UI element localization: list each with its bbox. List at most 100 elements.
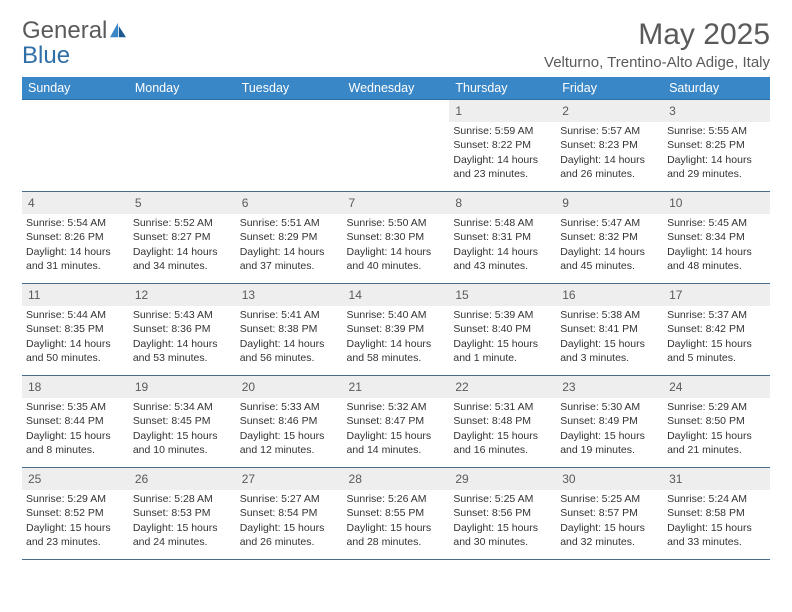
day-details: Sunrise: 5:40 AMSunset: 8:39 PMDaylight:… bbox=[343, 306, 450, 368]
calendar-cell: 29Sunrise: 5:25 AMSunset: 8:56 PMDayligh… bbox=[449, 468, 556, 560]
day-details: Sunrise: 5:52 AMSunset: 8:27 PMDaylight:… bbox=[129, 214, 236, 276]
calendar-cell: 31Sunrise: 5:24 AMSunset: 8:58 PMDayligh… bbox=[663, 468, 770, 560]
calendar-cell: 21Sunrise: 5:32 AMSunset: 8:47 PMDayligh… bbox=[343, 376, 450, 468]
sunset-line: Sunset: 8:45 PM bbox=[133, 414, 232, 428]
daylight-line: Daylight: 15 hours and 33 minutes. bbox=[667, 521, 766, 549]
daylight-line: Daylight: 14 hours and 58 minutes. bbox=[347, 337, 446, 365]
daylight-line: Daylight: 14 hours and 31 minutes. bbox=[26, 245, 125, 273]
day-details: Sunrise: 5:54 AMSunset: 8:26 PMDaylight:… bbox=[22, 214, 129, 276]
day-details: Sunrise: 5:27 AMSunset: 8:54 PMDaylight:… bbox=[236, 490, 343, 552]
day-number: 29 bbox=[449, 468, 556, 490]
calendar-cell: 5Sunrise: 5:52 AMSunset: 8:27 PMDaylight… bbox=[129, 192, 236, 284]
day-number: 15 bbox=[449, 284, 556, 306]
day-details: Sunrise: 5:38 AMSunset: 8:41 PMDaylight:… bbox=[556, 306, 663, 368]
calendar-row: 18Sunrise: 5:35 AMSunset: 8:44 PMDayligh… bbox=[22, 376, 770, 468]
day-details: Sunrise: 5:39 AMSunset: 8:40 PMDaylight:… bbox=[449, 306, 556, 368]
calendar-cell: 22Sunrise: 5:31 AMSunset: 8:48 PMDayligh… bbox=[449, 376, 556, 468]
sunrise-line: Sunrise: 5:47 AM bbox=[560, 216, 659, 230]
calendar-cell: 23Sunrise: 5:30 AMSunset: 8:49 PMDayligh… bbox=[556, 376, 663, 468]
sunrise-line: Sunrise: 5:28 AM bbox=[133, 492, 232, 506]
day-details: Sunrise: 5:24 AMSunset: 8:58 PMDaylight:… bbox=[663, 490, 770, 552]
sunrise-line: Sunrise: 5:41 AM bbox=[240, 308, 339, 322]
sunrise-line: Sunrise: 5:55 AM bbox=[667, 124, 766, 138]
sunrise-line: Sunrise: 5:44 AM bbox=[26, 308, 125, 322]
sunrise-line: Sunrise: 5:34 AM bbox=[133, 400, 232, 414]
calendar-cell: 16Sunrise: 5:38 AMSunset: 8:41 PMDayligh… bbox=[556, 284, 663, 376]
sunrise-line: Sunrise: 5:26 AM bbox=[347, 492, 446, 506]
day-details: Sunrise: 5:29 AMSunset: 8:50 PMDaylight:… bbox=[663, 398, 770, 460]
sunrise-line: Sunrise: 5:59 AM bbox=[453, 124, 552, 138]
daylight-line: Daylight: 15 hours and 10 minutes. bbox=[133, 429, 232, 457]
sunrise-line: Sunrise: 5:29 AM bbox=[667, 400, 766, 414]
calendar-cell: 28Sunrise: 5:26 AMSunset: 8:55 PMDayligh… bbox=[343, 468, 450, 560]
day-number: 25 bbox=[22, 468, 129, 490]
day-details: Sunrise: 5:29 AMSunset: 8:52 PMDaylight:… bbox=[22, 490, 129, 552]
day-details: Sunrise: 5:25 AMSunset: 8:56 PMDaylight:… bbox=[449, 490, 556, 552]
day-details: Sunrise: 5:44 AMSunset: 8:35 PMDaylight:… bbox=[22, 306, 129, 368]
day-details: Sunrise: 5:59 AMSunset: 8:22 PMDaylight:… bbox=[449, 122, 556, 184]
daylight-line: Daylight: 15 hours and 8 minutes. bbox=[26, 429, 125, 457]
day-details: Sunrise: 5:32 AMSunset: 8:47 PMDaylight:… bbox=[343, 398, 450, 460]
brand-word-1: General bbox=[22, 17, 107, 44]
calendar-cell: 6Sunrise: 5:51 AMSunset: 8:29 PMDaylight… bbox=[236, 192, 343, 284]
day-number: 8 bbox=[449, 192, 556, 214]
sunrise-line: Sunrise: 5:35 AM bbox=[26, 400, 125, 414]
calendar-body: 1Sunrise: 5:59 AMSunset: 8:22 PMDaylight… bbox=[22, 100, 770, 560]
calendar-cell-empty bbox=[129, 100, 236, 192]
page-header: GeneralBlue May 2025 Velturno, Trentino-… bbox=[22, 18, 770, 71]
calendar-cell: 12Sunrise: 5:43 AMSunset: 8:36 PMDayligh… bbox=[129, 284, 236, 376]
sunrise-line: Sunrise: 5:45 AM bbox=[667, 216, 766, 230]
day-number: 24 bbox=[663, 376, 770, 398]
sunset-line: Sunset: 8:47 PM bbox=[347, 414, 446, 428]
day-number: 5 bbox=[129, 192, 236, 214]
sunrise-line: Sunrise: 5:50 AM bbox=[347, 216, 446, 230]
sunset-line: Sunset: 8:52 PM bbox=[26, 506, 125, 520]
day-details: Sunrise: 5:55 AMSunset: 8:25 PMDaylight:… bbox=[663, 122, 770, 184]
calendar-cell: 4Sunrise: 5:54 AMSunset: 8:26 PMDaylight… bbox=[22, 192, 129, 284]
calendar-cell: 17Sunrise: 5:37 AMSunset: 8:42 PMDayligh… bbox=[663, 284, 770, 376]
day-number: 16 bbox=[556, 284, 663, 306]
sunset-line: Sunset: 8:36 PM bbox=[133, 322, 232, 336]
day-number: 23 bbox=[556, 376, 663, 398]
day-number: 4 bbox=[22, 192, 129, 214]
daylight-line: Daylight: 14 hours and 43 minutes. bbox=[453, 245, 552, 273]
daylight-line: Daylight: 14 hours and 23 minutes. bbox=[453, 153, 552, 181]
sunrise-line: Sunrise: 5:33 AM bbox=[240, 400, 339, 414]
sunrise-line: Sunrise: 5:43 AM bbox=[133, 308, 232, 322]
sunset-line: Sunset: 8:25 PM bbox=[667, 138, 766, 152]
daylight-line: Daylight: 14 hours and 56 minutes. bbox=[240, 337, 339, 365]
daylight-line: Daylight: 14 hours and 40 minutes. bbox=[347, 245, 446, 273]
calendar-cell: 27Sunrise: 5:27 AMSunset: 8:54 PMDayligh… bbox=[236, 468, 343, 560]
daylight-line: Daylight: 14 hours and 45 minutes. bbox=[560, 245, 659, 273]
sunset-line: Sunset: 8:46 PM bbox=[240, 414, 339, 428]
dayname-tuesday: Tuesday bbox=[236, 77, 343, 100]
sunset-line: Sunset: 8:56 PM bbox=[453, 506, 552, 520]
brand-sail-icon bbox=[108, 22, 128, 38]
day-details: Sunrise: 5:48 AMSunset: 8:31 PMDaylight:… bbox=[449, 214, 556, 276]
day-number: 17 bbox=[663, 284, 770, 306]
day-details: Sunrise: 5:28 AMSunset: 8:53 PMDaylight:… bbox=[129, 490, 236, 552]
calendar-row: 25Sunrise: 5:29 AMSunset: 8:52 PMDayligh… bbox=[22, 468, 770, 560]
dayname-sunday: Sunday bbox=[22, 77, 129, 100]
sunset-line: Sunset: 8:27 PM bbox=[133, 230, 232, 244]
day-number: 19 bbox=[129, 376, 236, 398]
daylight-line: Daylight: 15 hours and 14 minutes. bbox=[347, 429, 446, 457]
sunset-line: Sunset: 8:54 PM bbox=[240, 506, 339, 520]
sunset-line: Sunset: 8:23 PM bbox=[560, 138, 659, 152]
sunset-line: Sunset: 8:26 PM bbox=[26, 230, 125, 244]
daylight-line: Daylight: 14 hours and 37 minutes. bbox=[240, 245, 339, 273]
calendar-cell: 11Sunrise: 5:44 AMSunset: 8:35 PMDayligh… bbox=[22, 284, 129, 376]
daylight-line: Daylight: 15 hours and 23 minutes. bbox=[26, 521, 125, 549]
day-details: Sunrise: 5:35 AMSunset: 8:44 PMDaylight:… bbox=[22, 398, 129, 460]
sunset-line: Sunset: 8:41 PM bbox=[560, 322, 659, 336]
day-details: Sunrise: 5:47 AMSunset: 8:32 PMDaylight:… bbox=[556, 214, 663, 276]
day-details: Sunrise: 5:34 AMSunset: 8:45 PMDaylight:… bbox=[129, 398, 236, 460]
day-number: 10 bbox=[663, 192, 770, 214]
sunset-line: Sunset: 8:55 PM bbox=[347, 506, 446, 520]
day-details: Sunrise: 5:25 AMSunset: 8:57 PMDaylight:… bbox=[556, 490, 663, 552]
sunset-line: Sunset: 8:34 PM bbox=[667, 230, 766, 244]
month-title: May 2025 bbox=[544, 18, 770, 52]
day-number: 28 bbox=[343, 468, 450, 490]
day-number: 27 bbox=[236, 468, 343, 490]
sunset-line: Sunset: 8:39 PM bbox=[347, 322, 446, 336]
